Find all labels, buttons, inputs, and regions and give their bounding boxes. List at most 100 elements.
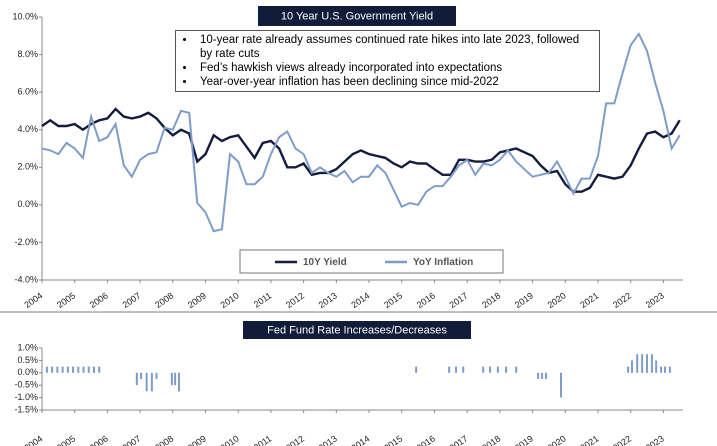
bar: [462, 366, 465, 373]
x-tick-label: 2011: [252, 290, 274, 309]
bar: [87, 366, 90, 373]
chart-title: 10 Year U.S. Government Yield: [281, 10, 433, 22]
y-tick-label: 10.0%: [12, 11, 38, 21]
chart-title: Fed Fund Rate Increases/Decreases: [267, 324, 447, 336]
x-tick-label: 2008: [153, 290, 175, 310]
bar: [541, 372, 544, 379]
y-tick-label: -1.0%: [14, 392, 38, 402]
bar: [66, 366, 69, 373]
x-tick-label: 2016: [415, 290, 437, 310]
bar: [455, 366, 458, 373]
bar: [51, 366, 54, 373]
bar: [655, 360, 658, 373]
y-tick-label: 0.5%: [17, 355, 38, 365]
bar: [98, 366, 101, 373]
bar: [664, 366, 667, 373]
x-tick-label: 2006: [88, 433, 110, 446]
x-tick-label: 2019: [513, 290, 535, 310]
title-box: [258, 6, 456, 26]
x-tick-label: 2018: [480, 290, 502, 310]
x-tick-label: 2015: [382, 433, 404, 446]
x-tick-label: 2016: [415, 433, 437, 446]
y-tick-label: 8.0%: [17, 49, 38, 59]
bar: [641, 354, 644, 373]
bar: [636, 354, 639, 373]
line-series: [41, 31, 681, 233]
x-tick-label: 2012: [284, 433, 306, 446]
bar: [505, 366, 508, 373]
bar: [630, 360, 633, 373]
bar: [170, 372, 173, 386]
bar: [515, 366, 518, 373]
bar: [92, 366, 95, 373]
annotation: Year-over-year inflation has been declin…: [196, 75, 593, 89]
x-tick-label: 2004: [22, 290, 44, 310]
x-tick-label: 2022: [611, 290, 633, 310]
y-tick-label: 1.0%: [17, 342, 38, 352]
bar: [72, 366, 75, 373]
bar: [448, 366, 451, 373]
x-tick-label: 2008: [153, 433, 175, 446]
legend-label: YoY Inflation: [413, 257, 473, 268]
bar: [56, 366, 59, 373]
bar: [660, 366, 663, 373]
bar: [135, 372, 138, 386]
bar: [560, 372, 563, 398]
x-tick-label: 2005: [55, 433, 77, 446]
bar: [45, 366, 48, 373]
annotation-box: 10-year rate already assumes continued r…: [175, 30, 600, 92]
bar: [150, 372, 153, 392]
x-tick-label: 2007: [120, 290, 142, 310]
bar: [537, 372, 540, 379]
x-tick-label: 2017: [448, 433, 470, 446]
bar: [140, 372, 143, 379]
bar: [61, 366, 64, 373]
x-tick-label: 2011: [252, 433, 274, 446]
x-tick-label: 2006: [88, 290, 110, 310]
y-tick-label: 6.0%: [17, 87, 38, 97]
bar: [544, 372, 547, 379]
bar: [627, 366, 630, 373]
x-tick-label: 2009: [186, 433, 208, 446]
x-tick-label: 2013: [317, 433, 339, 446]
y-tick-label: 0.0%: [17, 367, 38, 377]
bar: [174, 372, 177, 386]
bar: [668, 366, 671, 373]
x-tick-label: 2013: [317, 290, 339, 310]
x-tick-label: 2019: [513, 433, 535, 446]
x-tick-label: 2021: [578, 433, 600, 446]
x-tick-label: 2020: [546, 290, 568, 310]
x-tick-label: 2012: [284, 290, 306, 310]
bar: [415, 366, 418, 373]
legend-box: [239, 249, 504, 274]
y-tick-label: 2.0%: [17, 162, 38, 172]
x-tick-label: 2018: [480, 433, 502, 446]
x-tick-label: 2010: [219, 433, 241, 446]
bar: [646, 354, 649, 373]
x-tick-label: 2014: [349, 433, 371, 446]
bar: [496, 366, 499, 373]
x-tick-label: 2015: [382, 290, 404, 310]
x-tick-label: 2009: [186, 290, 208, 310]
y-tick-label: -0.5%: [14, 380, 38, 390]
bar: [77, 366, 80, 373]
x-tick-label: 2021: [578, 290, 600, 310]
bar: [82, 366, 85, 373]
x-tick-label: 2017: [448, 290, 470, 310]
y-tick-label: 0.0%: [17, 199, 38, 209]
annotation: Fed’s hawkish views already incorporated…: [196, 61, 593, 75]
x-tick-label: 2014: [349, 290, 371, 310]
x-tick-label: 2007: [120, 433, 142, 446]
x-tick-label: 2005: [55, 290, 77, 310]
bar: [650, 354, 653, 373]
x-tick-label: 2004: [22, 433, 44, 446]
bar: [482, 366, 485, 373]
bar: [489, 366, 492, 373]
title-box: [243, 321, 471, 339]
y-tick-label: -1.5%: [14, 404, 38, 414]
x-tick-label: 2023: [644, 433, 666, 446]
y-tick-label: -4.0%: [14, 274, 38, 284]
y-tick-label: 4.0%: [17, 124, 38, 134]
